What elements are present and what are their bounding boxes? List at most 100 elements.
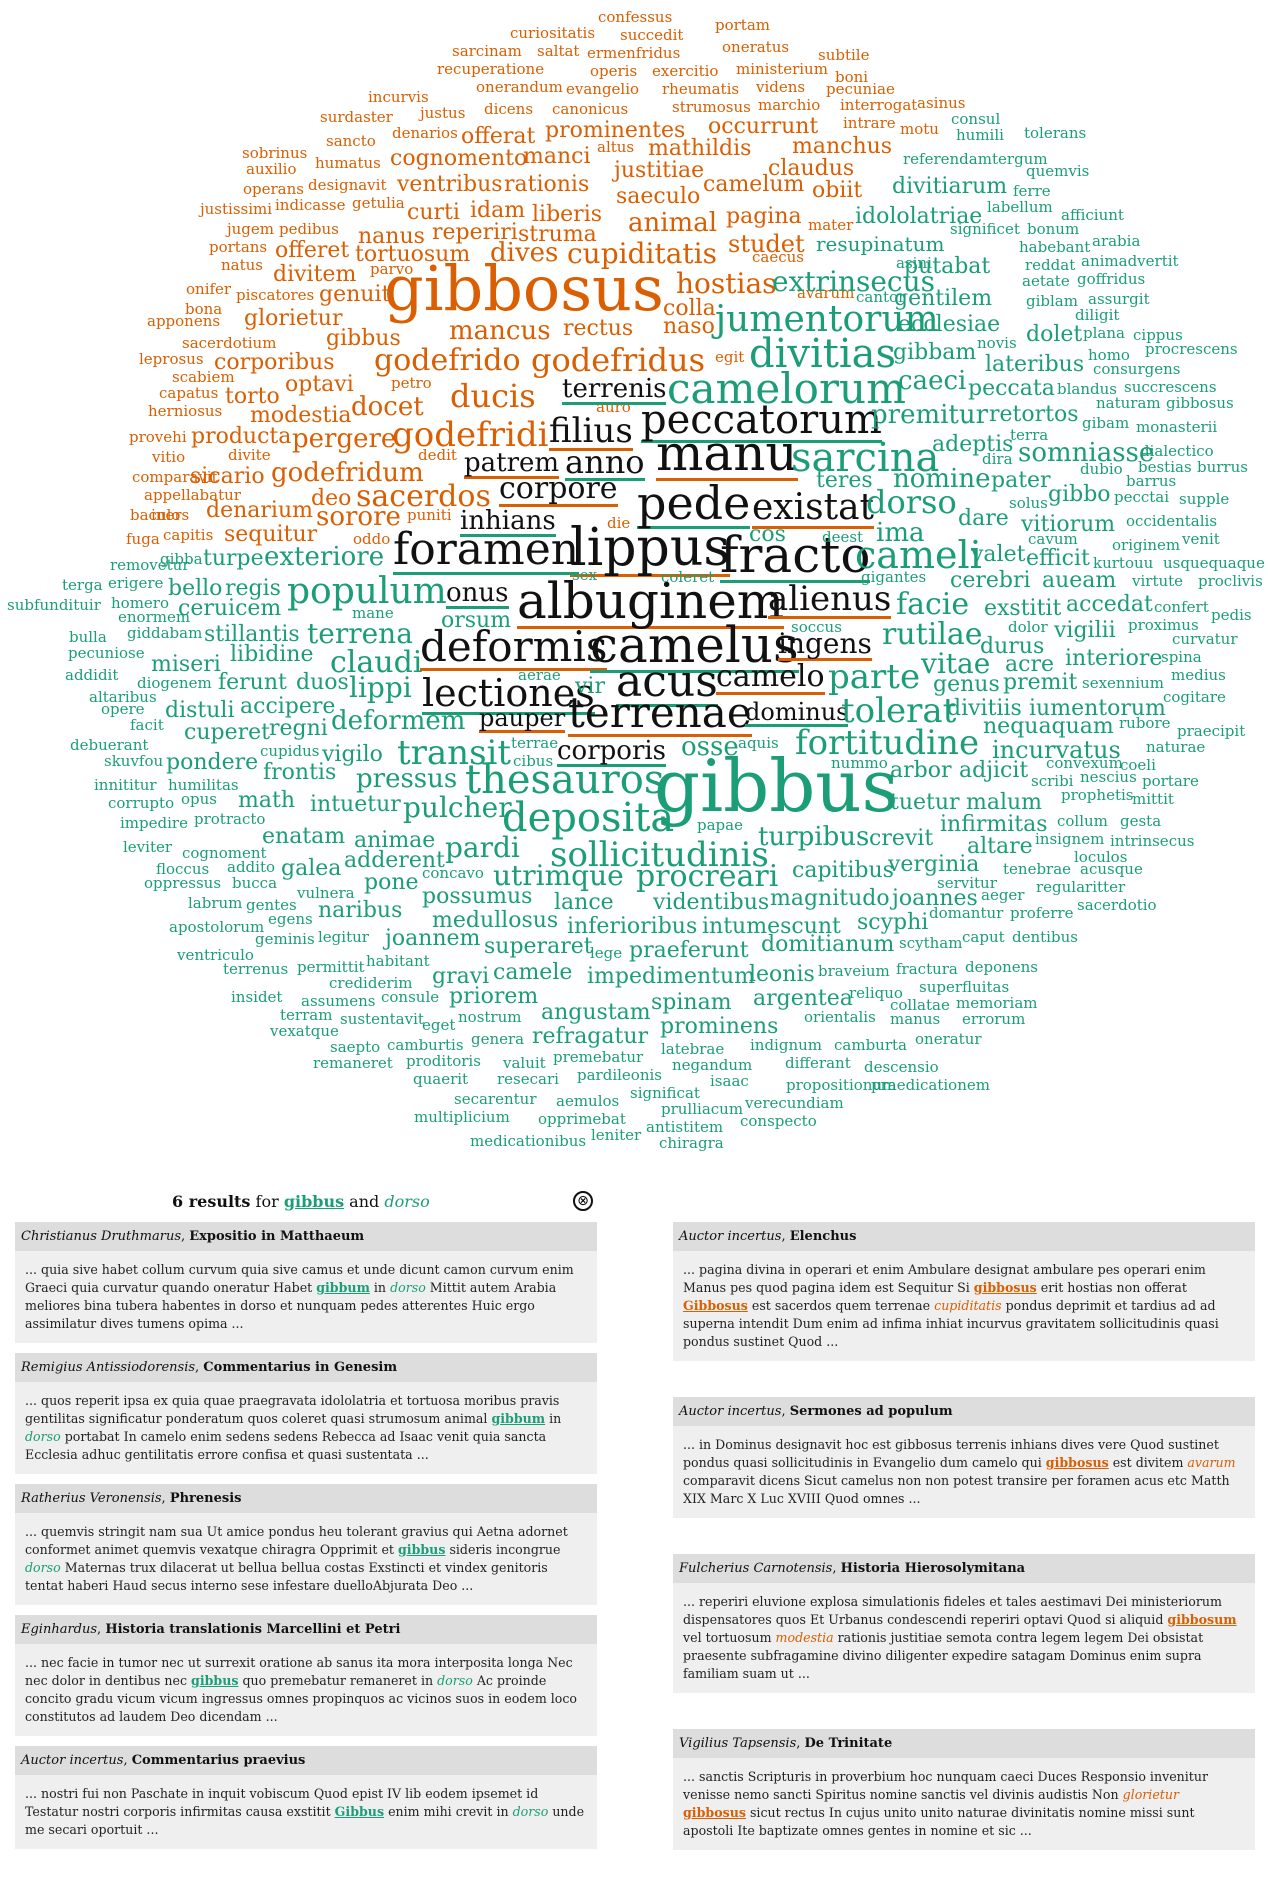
cloud-word[interactable]: virtute xyxy=(1132,572,1184,590)
cloud-word[interactable]: teres xyxy=(816,468,873,493)
cloud-word[interactable]: torto xyxy=(225,384,280,409)
cloud-word[interactable]: genera xyxy=(471,1030,525,1048)
cloud-word[interactable]: operis xyxy=(590,62,638,80)
cloud-word[interactable]: accedat xyxy=(1066,592,1153,617)
cloud-word[interactable]: jugem xyxy=(227,220,275,238)
cloud-word[interactable]: naso xyxy=(663,314,715,339)
cloud-word[interactable]: justus xyxy=(420,104,466,122)
cloud-word[interactable]: gentes xyxy=(246,896,297,914)
excerpt-highlight[interactable]: glorietur xyxy=(1122,1787,1179,1802)
cloud-word[interactable]: pondere xyxy=(166,750,259,775)
cloud-word[interactable]: rheumatis xyxy=(662,80,740,98)
cloud-word[interactable]: cupidus xyxy=(260,742,320,760)
cloud-word[interactable]: dolor xyxy=(1008,618,1048,636)
cloud-word[interactable]: proximus xyxy=(1128,616,1199,634)
cloud-word[interactable]: addito xyxy=(227,858,276,876)
cloud-word[interactable]: mathildis xyxy=(648,136,752,161)
cloud-word[interactable]: facit xyxy=(130,716,164,734)
cloud-word[interactable]: tergum xyxy=(992,150,1048,168)
cloud-word[interactable]: nostrum xyxy=(458,1008,522,1026)
cloud-word[interactable]: succedit xyxy=(620,26,684,44)
cloud-word[interactable]: joannem xyxy=(385,926,481,951)
cloud-word[interactable]: homero xyxy=(111,594,169,612)
cloud-word[interactable]: consul xyxy=(951,110,1001,128)
cloud-word[interactable]: manu xyxy=(656,424,798,482)
cloud-word[interactable]: crevit xyxy=(869,826,934,851)
cloud-word[interactable]: pergere xyxy=(292,424,397,454)
cloud-word[interactable]: diligit xyxy=(1075,306,1120,324)
cloud-word[interactable]: domitianum xyxy=(761,932,895,957)
cloud-word[interactable]: exstitit xyxy=(984,596,1062,621)
cloud-word[interactable]: sacerdotium xyxy=(182,334,277,352)
cloud-word[interactable]: frontis xyxy=(263,760,337,785)
cloud-word[interactable]: dedit xyxy=(418,446,457,464)
cloud-word[interactable]: deformem xyxy=(331,706,466,736)
cloud-word[interactable]: egit xyxy=(715,348,745,366)
cloud-word[interactable]: pone xyxy=(364,870,419,895)
cloud-word[interactable]: giblam xyxy=(1026,292,1078,310)
cloud-word[interactable]: acusque xyxy=(1080,860,1143,878)
cloud-word[interactable]: camelo xyxy=(716,659,825,695)
cloud-word[interactable]: succrescens xyxy=(1124,378,1217,396)
cloud-word[interactable]: herniosus xyxy=(148,402,223,420)
cloud-word[interactable]: saltat xyxy=(537,42,580,60)
cloud-word[interactable]: terrenae xyxy=(568,688,752,737)
cloud-word[interactable]: errorum xyxy=(962,1010,1026,1028)
cloud-word[interactable]: vitae xyxy=(921,647,991,680)
cloud-word[interactable]: naturam xyxy=(1096,394,1161,412)
cloud-word[interactable]: struma xyxy=(518,222,597,247)
cloud-word[interactable]: justissimi xyxy=(200,200,273,218)
cloud-word[interactable]: negandum xyxy=(672,1056,753,1074)
cloud-word[interactable]: puniti xyxy=(407,506,452,524)
cloud-word[interactable]: venit xyxy=(1182,530,1220,548)
cloud-word[interactable]: foramen xyxy=(393,524,580,575)
cloud-word[interactable]: existat xyxy=(752,487,874,529)
cloud-word[interactable]: terra xyxy=(1010,426,1049,444)
cloud-word[interactable]: glorietur xyxy=(244,306,343,331)
cloud-word[interactable]: occidentalis xyxy=(1126,512,1218,530)
cloud-word[interactable]: dicens xyxy=(484,100,534,118)
cloud-word[interactable]: modestia xyxy=(250,403,352,428)
cloud-word[interactable]: gibbam xyxy=(893,340,977,365)
result-card[interactable]: Auctor incertus, Elenchus ... pagina divi… xyxy=(673,1222,1255,1361)
cloud-word[interactable]: addidit xyxy=(65,666,119,684)
cloud-word[interactable]: scytham xyxy=(899,934,963,952)
excerpt-highlight[interactable]: modestia xyxy=(775,1630,834,1645)
cloud-word[interactable]: aeger xyxy=(981,886,1025,904)
cloud-word[interactable]: operans xyxy=(243,180,304,198)
cloud-word[interactable]: enormem xyxy=(118,608,191,626)
cloud-word[interactable]: regni xyxy=(269,716,328,741)
cloud-word[interactable]: indignum xyxy=(750,1036,823,1054)
cloud-word[interactable]: colla xyxy=(663,296,716,321)
cloud-word[interactable]: praecipit xyxy=(1177,722,1246,740)
cloud-word[interactable]: pecctai xyxy=(1114,488,1170,506)
cloud-word[interactable]: dira xyxy=(982,450,1013,468)
excerpt-highlight[interactable]: cupiditatis xyxy=(934,1298,1002,1313)
cloud-word[interactable]: iumentorum xyxy=(1029,696,1166,721)
cloud-word[interactable]: deposita xyxy=(502,795,675,841)
cloud-word[interactable]: superaret xyxy=(484,934,593,959)
cloud-word[interactable]: genuit xyxy=(319,282,391,307)
cloud-word[interactable]: solus xyxy=(1009,494,1048,512)
cloud-word[interactable]: quaerit xyxy=(413,1070,469,1088)
cloud-word[interactable]: optavi xyxy=(285,372,354,397)
cloud-word[interactable]: caeci xyxy=(898,366,967,396)
cloud-word[interactable]: saeculo xyxy=(616,184,701,209)
cloud-word[interactable]: iners xyxy=(151,506,190,524)
cloud-word[interactable]: onifer xyxy=(186,280,232,298)
cloud-word[interactable]: turpibus xyxy=(758,822,870,852)
cloud-word[interactable]: oddo xyxy=(353,530,391,548)
cloud-word[interactable]: vexatque xyxy=(270,1022,339,1040)
excerpt-highlight[interactable]: dorso xyxy=(25,1560,61,1575)
excerpt-highlight[interactable]: gibbum xyxy=(491,1411,546,1426)
result-card[interactable]: Fulcherius Carnotensis, Historia Hieroso… xyxy=(673,1554,1255,1693)
cloud-word[interactable]: pater xyxy=(991,468,1051,493)
cloud-word[interactable]: originem xyxy=(1112,536,1181,554)
cloud-word[interactable]: camelorum xyxy=(667,364,906,413)
cloud-word[interactable]: altare xyxy=(967,834,1033,859)
cloud-word[interactable]: transit xyxy=(397,733,512,773)
cloud-word[interactable]: verecundiam xyxy=(745,1094,844,1112)
cloud-word[interactable]: intuetur xyxy=(310,792,401,817)
excerpt-highlight[interactable]: Gibbosus xyxy=(683,1298,748,1313)
cloud-word[interactable]: nescius xyxy=(1080,768,1137,786)
